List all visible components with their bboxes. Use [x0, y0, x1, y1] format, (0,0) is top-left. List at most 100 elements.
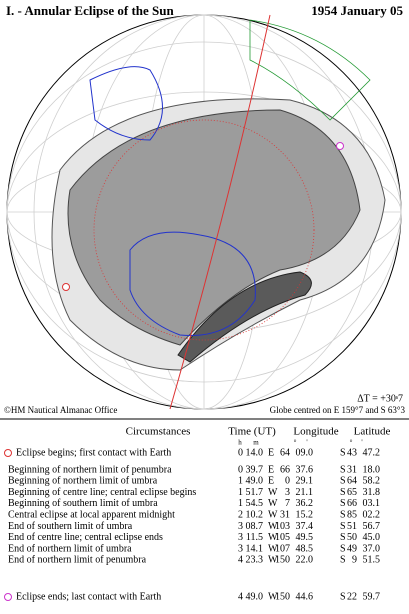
cell: W: [268, 521, 278, 532]
cell: 31: [347, 464, 357, 475]
cell: 85: [347, 509, 357, 520]
unit: °: [350, 439, 353, 447]
circumstance: Central eclipse at local apparent midnig…: [8, 509, 175, 520]
circumstance: End of southern limit of umbra: [8, 521, 133, 532]
cell: S: [340, 555, 346, 566]
cell: W: [268, 498, 278, 509]
cell: 43: [347, 447, 357, 458]
unit: m: [253, 439, 259, 447]
cell: 64: [280, 447, 290, 458]
column-header: Latitude: [354, 426, 391, 438]
circumstance: End of northern limit of umbra: [8, 543, 132, 554]
cell: S: [340, 521, 346, 532]
cell: 08.7: [246, 521, 264, 532]
cell: 150: [275, 591, 290, 602]
cell: 3: [238, 521, 243, 532]
cell: 2: [238, 509, 243, 520]
cell: 31.8: [363, 487, 381, 498]
cell: 21.1: [296, 487, 314, 498]
cell: 22: [347, 591, 357, 602]
cell: 1: [238, 476, 243, 487]
cell: 3: [238, 543, 243, 554]
cell: 3: [285, 487, 290, 498]
cell: 14.0: [246, 447, 264, 458]
column-header: Circumstances: [126, 426, 191, 438]
cell: 44.6: [296, 591, 314, 602]
cell: 11.5: [246, 532, 263, 543]
cell: S: [340, 464, 346, 475]
cell: 23.3: [246, 555, 264, 566]
cell: S: [340, 509, 346, 520]
unit: ': [361, 439, 362, 447]
cell: E: [268, 464, 274, 475]
cell: S: [340, 532, 346, 543]
cell: S: [340, 543, 346, 554]
date: 1954 January 05: [311, 3, 403, 18]
cell: E: [268, 447, 274, 458]
cell: 54.5: [246, 498, 264, 509]
cell: 09.0: [296, 447, 314, 458]
cell: 15.2: [296, 509, 314, 520]
cell: 0: [285, 476, 290, 487]
cell: 50: [347, 532, 357, 543]
cell: 47.2: [363, 447, 381, 458]
cell: 45.0: [363, 532, 381, 543]
circumstance: Beginning of centre line; central eclips…: [8, 487, 196, 498]
cell: W: [268, 509, 278, 520]
circumstance: Eclipse ends; last contact with Earth: [16, 591, 161, 602]
cell: 51: [347, 521, 357, 532]
cell: 0: [238, 447, 243, 458]
cell: 14.1: [246, 543, 264, 554]
cell: 02.2: [363, 509, 381, 520]
title: I. - Annular Eclipse of the Sun: [6, 3, 174, 18]
circumstance: Beginning of northern limit of umbra: [8, 476, 158, 487]
cell: 36.2: [296, 498, 314, 509]
cell: 10.2: [246, 509, 264, 520]
cell: 37.4: [296, 521, 314, 532]
cell: 18.0: [363, 464, 381, 475]
cell: 0: [238, 464, 243, 475]
cell: S: [340, 487, 346, 498]
unit: ': [306, 439, 307, 447]
cell: 49.0: [246, 476, 264, 487]
globe: [6, 14, 402, 410]
delta-t: ΔT = +30ˢ7: [357, 393, 403, 404]
globe-centre: Globe centred on E 159°7 and S 63°3: [270, 405, 406, 415]
circumstance: End of northern limit of penumbra: [8, 555, 147, 566]
cell: 31: [280, 509, 290, 520]
cell: 1: [238, 498, 243, 509]
cell: S: [340, 591, 346, 602]
cell: W: [268, 543, 278, 554]
cell: S: [340, 476, 346, 487]
circumstance: Beginning of northern limit of penumbra: [8, 464, 172, 475]
column-header: Longitude: [293, 426, 338, 438]
cell: 64: [347, 476, 357, 487]
cell: 03.1: [363, 498, 381, 509]
cell: 66: [347, 498, 357, 509]
cell: 105: [275, 532, 290, 543]
cell: 59.7: [363, 591, 381, 602]
cell: 49: [347, 543, 357, 554]
cell: 65: [347, 487, 357, 498]
cell: 7: [285, 498, 290, 509]
cell: 4: [238, 555, 243, 566]
end-symbol: [4, 593, 12, 601]
cell: E: [268, 476, 274, 487]
cell: 37.6: [296, 464, 314, 475]
cell: 29.1: [296, 476, 314, 487]
unit: h: [238, 439, 242, 447]
cell: W: [268, 487, 278, 498]
cell: 3: [238, 532, 243, 543]
cell: S: [340, 498, 346, 509]
unit: °: [294, 439, 297, 447]
cell: 107: [275, 543, 290, 554]
cell: S: [340, 447, 346, 458]
cell: W: [268, 555, 278, 566]
cell: 37.0: [363, 543, 381, 554]
cell: 1: [238, 487, 243, 498]
cell: 49.5: [296, 532, 314, 543]
cell: 103: [275, 521, 290, 532]
cell: W: [268, 532, 278, 543]
cell: 9: [352, 555, 357, 566]
